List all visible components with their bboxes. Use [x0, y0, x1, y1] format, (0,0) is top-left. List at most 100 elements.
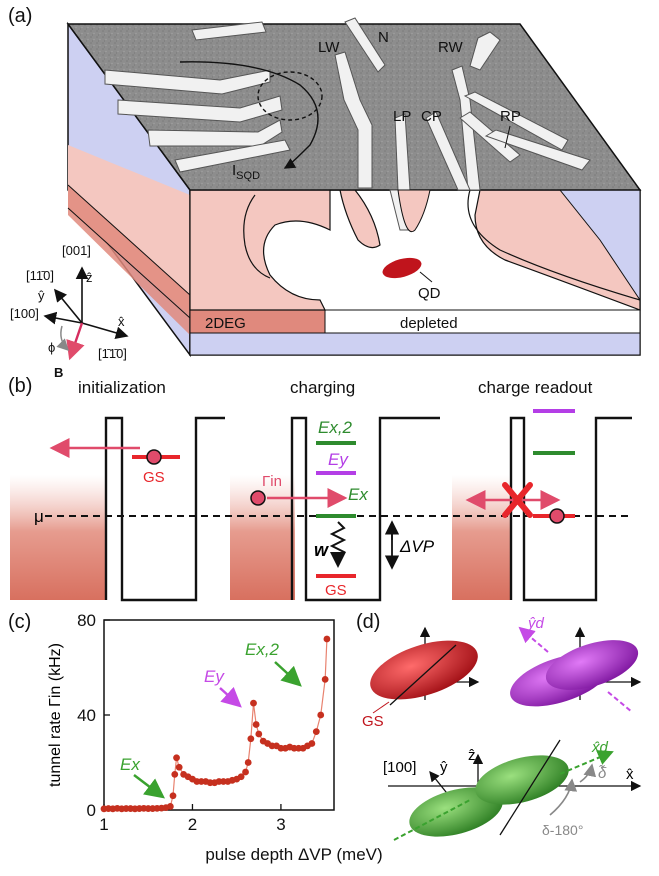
potential-well-2: [290, 416, 440, 602]
depleted-label: depleted: [400, 315, 458, 332]
x-tick-label: 1: [99, 815, 108, 834]
x-tick-label: 3: [276, 815, 285, 834]
quantum-dot: [382, 257, 422, 279]
electron-2: [250, 490, 266, 506]
orbital-y-hat: ŷ: [440, 759, 448, 776]
x-axis-label: pulse depth ΔVP (meV): [205, 845, 382, 864]
depleted-strip: [324, 309, 641, 334]
y-tick-label: 0: [87, 801, 96, 820]
x-crystal-label: [1̄1̄0]: [98, 346, 127, 361]
panel-c-label: (c): [8, 611, 31, 633]
annot-ex: Ex: [120, 755, 140, 774]
front-pink-left: [189, 189, 331, 311]
qd-label: QD: [418, 285, 441, 302]
data-point: [323, 635, 331, 643]
x100-label: [100]: [10, 306, 39, 321]
relaxation-wiggle: [329, 521, 347, 559]
data-point: [169, 792, 177, 800]
y-tick-label: 40: [77, 706, 96, 725]
data-point: [252, 721, 260, 728]
fermi-sea-1: [10, 475, 105, 600]
data-point: [308, 740, 316, 747]
gate-label-lw: LW: [318, 39, 340, 56]
data-point: [244, 759, 252, 766]
w-label: w: [314, 540, 329, 560]
mu-label: μ: [34, 507, 44, 526]
orbital-ey: ŷd: [510, 615, 642, 713]
gate-label-cp: CP: [421, 108, 442, 125]
z-hat-label: ẑ: [86, 270, 93, 285]
data-point: [242, 768, 249, 776]
panel-a-label: (a): [8, 5, 32, 27]
gs-label-2: GS: [325, 582, 347, 599]
panel-c: (c) 1 2 3 0 40 80 pulse depth ΔVP (meV) tunne…: [8, 611, 383, 864]
dot-region: [257, 71, 323, 121]
ex-label: Ex: [348, 485, 368, 504]
current-path: [179, 61, 319, 169]
annot-ey-arrow: [219, 686, 242, 708]
gate-label-lp: LP: [393, 108, 411, 125]
y-hat-label: ŷ: [38, 288, 45, 303]
data-point: [173, 754, 180, 762]
title-readout: charge readout: [478, 378, 593, 397]
y-axis-label: tunnel rate Γin (kHz): [47, 643, 64, 787]
potential-well-1: [104, 416, 225, 602]
orbital-xd-label: x̂d: [591, 739, 609, 756]
ey-label: Ey: [328, 450, 349, 469]
z-crystal-label: [001]: [62, 243, 91, 258]
data-point: [321, 675, 329, 683]
gate-label-rp: RP: [500, 108, 521, 125]
data-point: [175, 763, 183, 771]
orbital-z-hat: ẑ: [468, 747, 476, 764]
orbital-delta180: δ-180°: [542, 822, 583, 838]
orbital-x-hat: x̂: [626, 766, 634, 783]
chart-ticks: 1 2 3 0 40 80: [77, 611, 286, 834]
title-initialization: initialization: [78, 378, 166, 397]
title-charging: charging: [290, 378, 355, 397]
data-point: [166, 803, 174, 810]
gs-label-1: GS: [143, 469, 165, 486]
orbital-x100: [100]: [383, 759, 416, 776]
data-point: [317, 711, 325, 719]
orbital-yd-label: ŷd: [527, 615, 545, 632]
panel-b: (b) initialization charging charge reado…: [8, 375, 632, 602]
left-side-2deg: [68, 185, 190, 335]
bottom-substrate: [189, 332, 641, 356]
gates: [104, 17, 591, 231]
gamma-in-label: Γin: [262, 473, 282, 490]
twodeg-label: 2DEG: [205, 315, 246, 332]
annot-ex2: Ex,2: [245, 640, 280, 659]
electron-1: [146, 449, 162, 465]
data-point: [312, 728, 320, 736]
current-label: ISQD: [232, 162, 260, 182]
x-tick-label: 2: [188, 815, 197, 834]
x-hat-label: x̂: [118, 314, 125, 329]
front-pink-mid: [339, 189, 381, 249]
y-crystal-label: [11̄0]: [26, 268, 54, 283]
panel-a: (a) 2DEG depleted QD: [8, 5, 642, 380]
chart-points: [100, 635, 331, 813]
ex2-label: Ex,2: [318, 418, 353, 437]
panel-d: (d) GS ŷd: [356, 611, 642, 841]
annot-ex-arrow: [133, 774, 165, 799]
annot-ex2-arrow: [274, 661, 302, 687]
data-point: [255, 730, 263, 738]
annot-ey: Ey: [204, 667, 225, 686]
y-tick-label: 80: [77, 611, 96, 630]
electron-3: [549, 508, 565, 524]
gate-label-rw: RW: [438, 39, 464, 56]
fermi-sea-3: [452, 475, 512, 600]
data-point: [247, 735, 255, 743]
b-field-label: B: [54, 365, 63, 380]
orbital-gs: GS: [362, 626, 480, 730]
gate-label-n: N: [378, 29, 389, 46]
data-point: [171, 770, 179, 778]
phi-label: ϕ: [48, 340, 55, 355]
potential-well-3: [509, 416, 632, 602]
axes-a: [001] ẑ [11̄0] ŷ [100] x̂ [1̄1̄0] ϕ B: [10, 243, 129, 380]
data-point: [237, 773, 245, 781]
panel-b-label: (b): [8, 375, 32, 397]
data-point: [250, 699, 257, 707]
panel-d-label: (d): [356, 611, 380, 633]
